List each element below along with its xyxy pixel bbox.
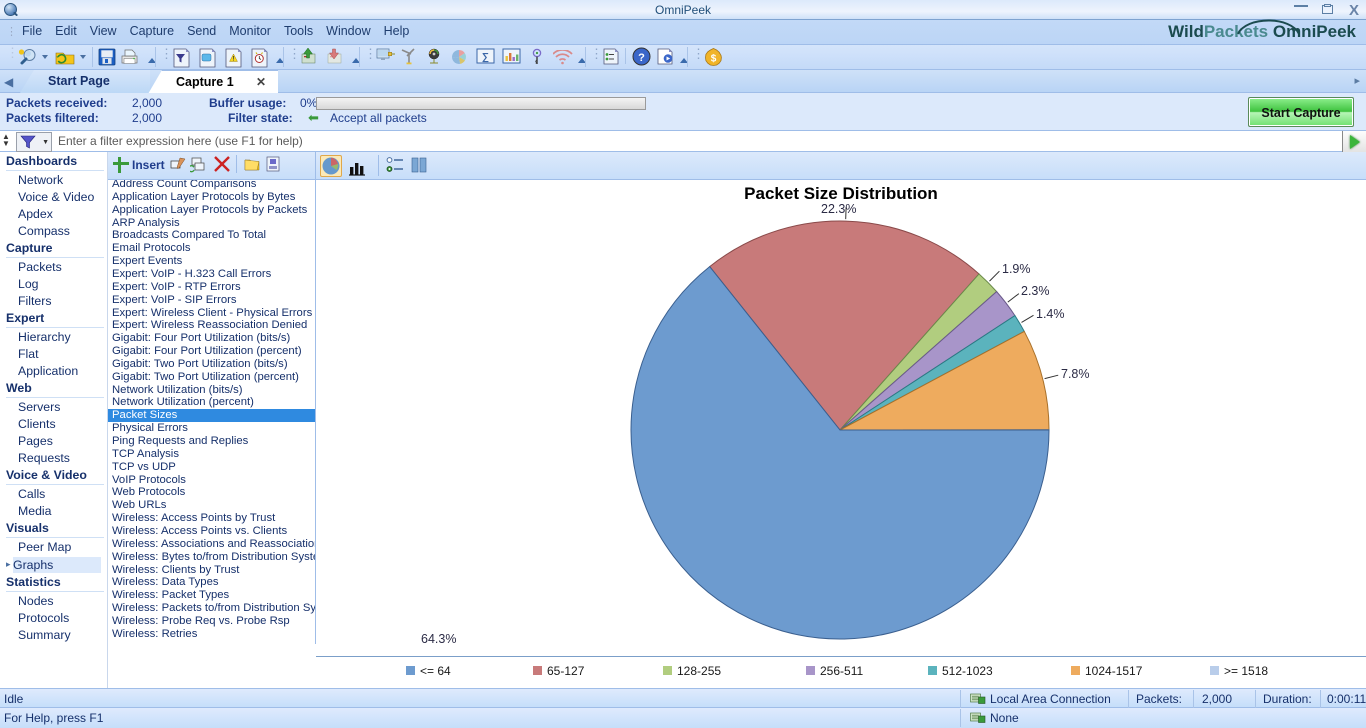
svg-text:!: ! (233, 57, 235, 63)
svg-text:$: $ (711, 54, 717, 65)
svg-text:∑: ∑ (482, 52, 489, 63)
svg-text:?: ? (638, 52, 645, 64)
